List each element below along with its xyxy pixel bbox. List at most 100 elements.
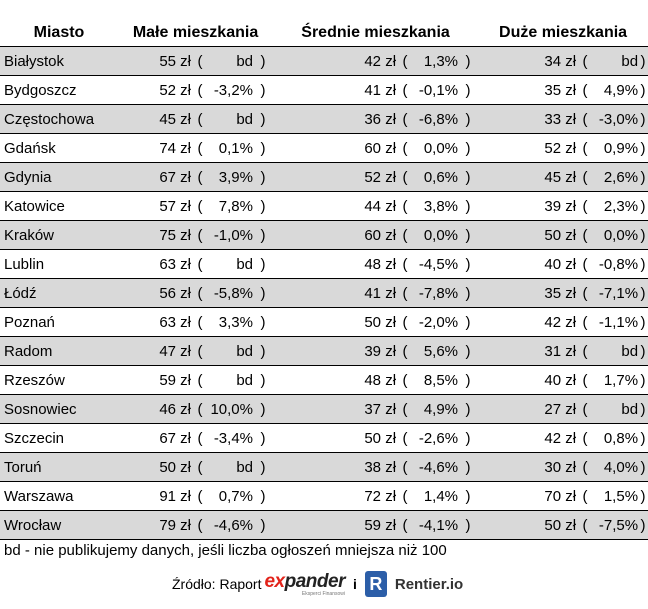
city-name: Białystok — [0, 46, 118, 76]
close-paren: ) — [253, 46, 274, 76]
close-paren: ) — [253, 220, 274, 250]
header-city: Miasto — [33, 24, 85, 41]
medium-price: 72 zł — [273, 481, 401, 511]
close-paren: ) — [638, 481, 648, 511]
city-name: Poznań — [0, 307, 118, 337]
small-change: 3,3% — [205, 307, 253, 337]
table-row: Warszawa 91 zł(0,7%) 72 zł(1,4%) 70 zł(1,5%… — [0, 481, 648, 511]
close-paren: ) — [458, 104, 479, 134]
close-paren: ) — [253, 510, 274, 540]
open-paren: ( — [400, 249, 411, 279]
close-paren: ) — [458, 365, 479, 395]
city-name: Gdańsk — [0, 133, 118, 163]
close-paren: ) — [253, 481, 274, 511]
large-change: 2,6% — [590, 162, 639, 192]
medium-change: -6,8% — [410, 104, 459, 134]
city-name: Bydgoszcz — [0, 75, 118, 105]
large-price: 31 zł — [478, 336, 581, 366]
close-paren: ) — [458, 46, 479, 76]
medium-price: 48 zł — [273, 249, 401, 279]
small-price: 74 zł — [118, 133, 195, 163]
large-change: -1,1% — [590, 307, 639, 337]
open-paren: ( — [400, 191, 411, 221]
open-paren: ( — [195, 423, 205, 453]
table-header-row: Miasto Małe mieszkania Średnie mieszkani… — [0, 20, 648, 47]
table-row: Bydgoszcz 52 zł(-3,2%) 41 zł(-0,1%) 35 zł(4… — [0, 75, 648, 105]
open-paren: ( — [400, 423, 411, 453]
small-price: 57 zł — [118, 191, 195, 221]
open-paren: ( — [580, 278, 591, 308]
small-change: -1,0% — [205, 220, 253, 250]
medium-change: -2,0% — [410, 307, 459, 337]
open-paren: ( — [195, 307, 205, 337]
source-prefix: Źródło: Raport — [172, 576, 262, 592]
table-row: Radom 47 zł(bd) 39 zł(5,6%) 31 zł(bd) — [0, 336, 648, 366]
large-price: 34 zł — [478, 46, 581, 76]
medium-change: -4,1% — [410, 510, 459, 540]
open-paren: ( — [580, 307, 591, 337]
close-paren: ) — [638, 423, 648, 453]
open-paren: ( — [400, 220, 411, 250]
large-price: 30 zł — [478, 452, 581, 482]
small-change: -3,4% — [205, 423, 253, 453]
rentier-logo-icon: R — [364, 571, 387, 597]
open-paren: ( — [400, 75, 411, 105]
table-body: Białystok 55 zł(bd) 42 zł(1,3%) 34 zł(bd) By… — [0, 46, 648, 540]
table-row: Katowice 57 zł(7,8%) 44 zł(3,8%) 39 zł(2,3%… — [0, 191, 648, 221]
open-paren: ( — [580, 162, 591, 192]
close-paren: ) — [253, 423, 274, 453]
medium-price: 59 zł — [273, 510, 401, 540]
medium-change: 1,3% — [410, 46, 459, 76]
close-paren: ) — [638, 220, 648, 250]
small-price: 63 zł — [118, 249, 195, 279]
close-paren: ) — [253, 75, 274, 105]
large-change: 1,7% — [590, 365, 639, 395]
small-change: bd — [205, 452, 253, 482]
city-name: Szczecin — [0, 423, 118, 453]
medium-change: 8,5% — [410, 365, 459, 395]
city-name: Łódź — [0, 278, 118, 308]
close-paren: ) — [253, 249, 274, 279]
large-change: 0,9% — [590, 133, 639, 163]
open-paren: ( — [195, 220, 205, 250]
table-row: Gdynia 67 zł(3,9%) 52 zł(0,6%) 45 zł(2,6%) — [0, 162, 648, 192]
large-price: 50 zł — [478, 220, 581, 250]
close-paren: ) — [253, 452, 274, 482]
close-paren: ) — [638, 191, 648, 221]
open-paren: ( — [195, 133, 205, 163]
small-change: bd — [205, 365, 253, 395]
table-row: Lublin 63 zł(bd) 48 zł(-4,5%) 40 zł(-0,8%) — [0, 249, 648, 279]
medium-price: 39 zł — [273, 336, 401, 366]
large-price: 33 zł — [478, 104, 581, 134]
close-paren: ) — [458, 307, 479, 337]
city-name: Toruń — [0, 452, 118, 482]
medium-price: 50 zł — [273, 423, 401, 453]
table-row: Szczecin 67 zł(-3,4%) 50 zł(-2,6%) 42 zł(0,… — [0, 423, 648, 453]
medium-change: 3,8% — [410, 191, 459, 221]
close-paren: ) — [458, 452, 479, 482]
close-paren: ) — [458, 249, 479, 279]
small-price: 63 zł — [118, 307, 195, 337]
city-name: Radom — [0, 336, 118, 366]
footnote: bd - nie publikujemy danych, jeśli liczb… — [4, 542, 447, 559]
table-row: Łódź 56 zł(-5,8%) 41 zł(-7,8%) 35 zł(-7,1%) — [0, 278, 648, 308]
large-change: bd — [590, 336, 639, 366]
open-paren: ( — [580, 365, 591, 395]
large-price: 40 zł — [478, 365, 581, 395]
open-paren: ( — [400, 278, 411, 308]
large-change: bd — [590, 46, 639, 76]
large-change: bd — [590, 394, 639, 424]
medium-change: 0,0% — [410, 133, 459, 163]
close-paren: ) — [638, 365, 648, 395]
header-medium-apartments: Średnie mieszkania — [301, 24, 450, 41]
medium-price: 44 zł — [273, 191, 401, 221]
open-paren: ( — [580, 249, 591, 279]
open-paren: ( — [195, 365, 205, 395]
large-change: 0,0% — [590, 220, 639, 250]
price-table-container: Miasto Małe mieszkania Średnie mieszkani… — [0, 20, 648, 540]
small-price: 91 zł — [118, 481, 195, 511]
close-paren: ) — [458, 278, 479, 308]
small-price: 67 zł — [118, 423, 195, 453]
open-paren: ( — [580, 75, 591, 105]
close-paren: ) — [458, 481, 479, 511]
